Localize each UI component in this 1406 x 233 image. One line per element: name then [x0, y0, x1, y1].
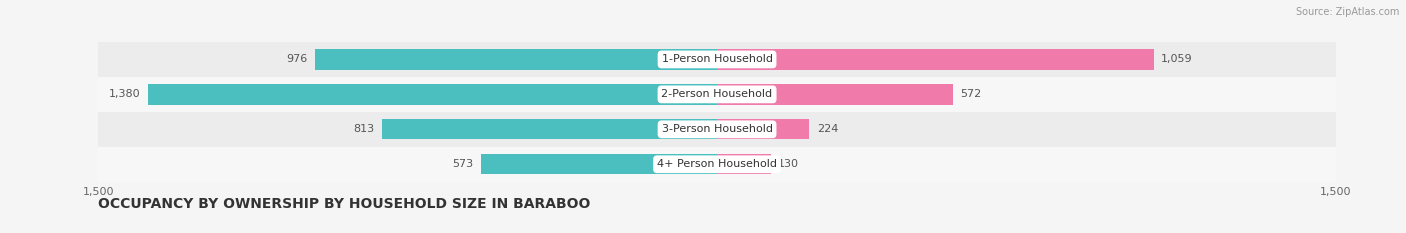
Text: 224: 224 — [817, 124, 838, 134]
Bar — [98, 112, 1336, 147]
Bar — [717, 154, 770, 174]
Bar — [481, 154, 717, 174]
Bar — [98, 147, 1336, 182]
Text: 1,059: 1,059 — [1161, 55, 1192, 64]
Text: OCCUPANCY BY OWNERSHIP BY HOUSEHOLD SIZE IN BARABOO: OCCUPANCY BY OWNERSHIP BY HOUSEHOLD SIZE… — [98, 197, 591, 212]
Bar — [98, 42, 1336, 77]
Bar — [717, 49, 1154, 69]
Bar — [148, 84, 717, 105]
Bar — [315, 49, 717, 69]
Bar — [717, 119, 810, 139]
Text: 4+ Person Household: 4+ Person Household — [657, 159, 778, 169]
Text: 2-Person Household: 2-Person Household — [661, 89, 773, 99]
Bar — [382, 119, 717, 139]
Legend: Owner-occupied, Renter-occupied: Owner-occupied, Renter-occupied — [595, 230, 839, 233]
Text: Source: ZipAtlas.com: Source: ZipAtlas.com — [1295, 7, 1399, 17]
Bar — [717, 84, 953, 105]
Text: 976: 976 — [285, 55, 307, 64]
Bar — [98, 77, 1336, 112]
Text: 3-Person Household: 3-Person Household — [662, 124, 772, 134]
Text: 1,380: 1,380 — [108, 89, 141, 99]
Text: 573: 573 — [453, 159, 474, 169]
Text: 813: 813 — [353, 124, 374, 134]
Text: 572: 572 — [960, 89, 981, 99]
Text: 1-Person Household: 1-Person Household — [662, 55, 772, 64]
Text: 130: 130 — [778, 159, 799, 169]
